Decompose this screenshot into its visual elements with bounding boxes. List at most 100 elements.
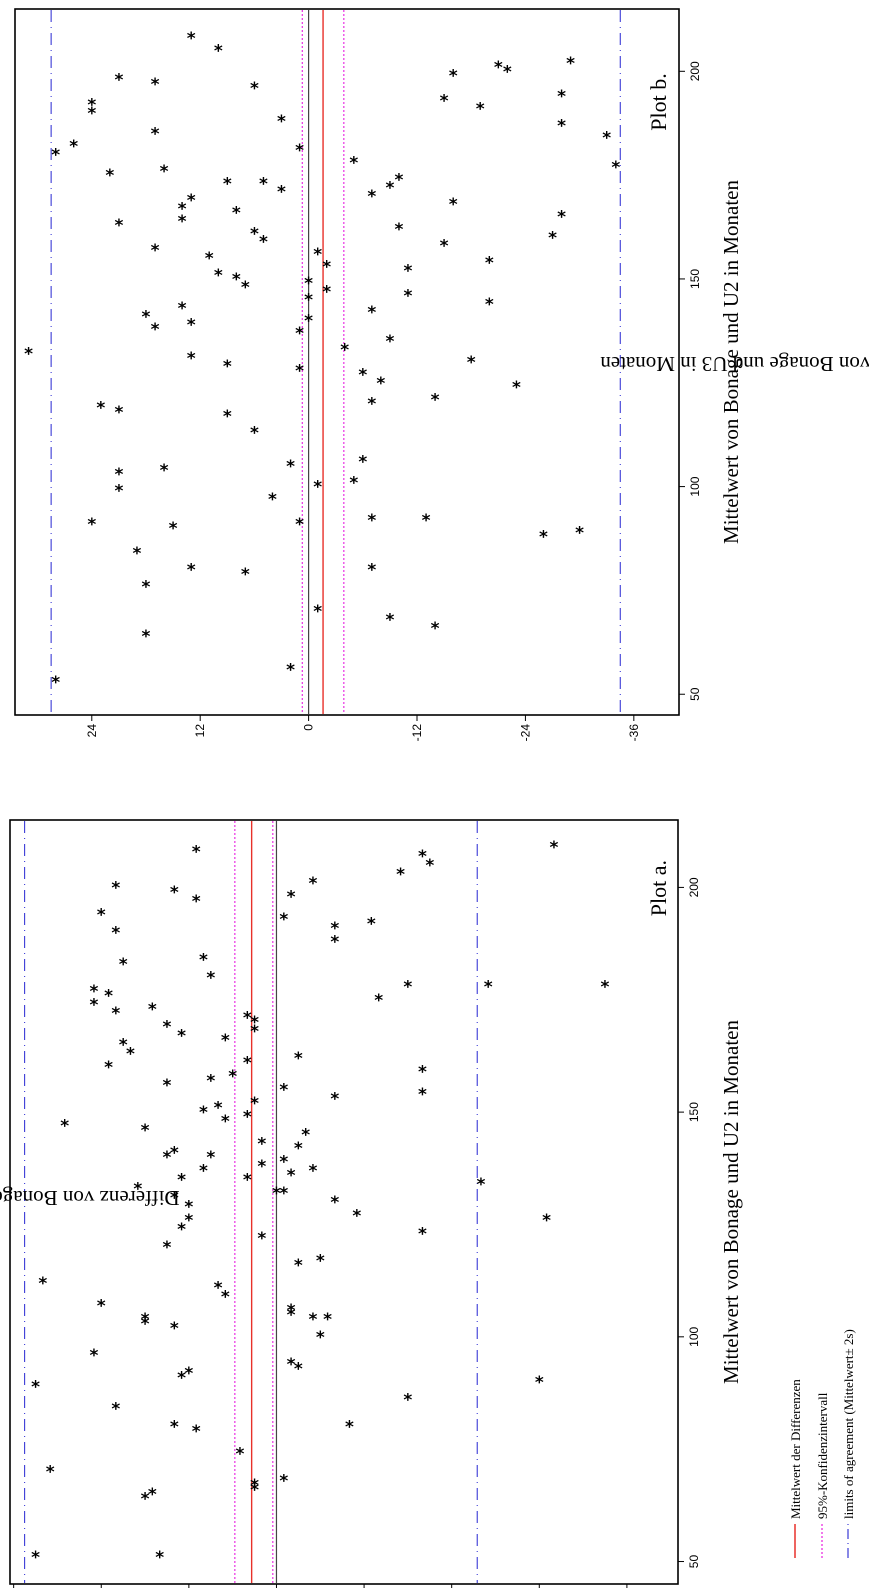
data-point: * [404,262,413,282]
plot-a-reference-lines [24,821,478,1583]
data-point: * [418,1224,427,1244]
data-point: * [141,1314,150,1334]
data-point: * [111,878,120,898]
plot-a-label: Plot a. [646,860,671,916]
data-point: * [187,191,196,211]
data-point: * [418,847,427,867]
y-tick-label: 0 [302,724,316,731]
data-point: * [349,154,358,174]
data-point: * [214,266,223,286]
data-point: * [485,253,494,273]
data-point: * [345,1418,354,1438]
data-point: * [187,349,196,369]
data-point: * [250,224,259,244]
data-point: * [111,923,120,943]
data-point: * [206,1072,215,1092]
data-point: * [279,1472,288,1492]
data-point: * [199,1162,208,1182]
data-point: * [485,295,494,315]
data-point: * [395,220,404,240]
data-point: * [431,619,440,639]
data-point: * [367,395,376,415]
data-point: * [503,62,512,82]
data-point: * [133,544,142,564]
data-point: * [279,910,288,930]
data-point: * [418,1085,427,1105]
data-point: * [31,1377,40,1397]
data-point: * [277,112,286,132]
plot-a-data-points: * * * * * * * * * * * * * * * * * * * * * * * * * * * * * * * * * * * * * * * *… [31,838,609,1568]
data-point: * [358,365,367,385]
data-point: * [259,233,268,253]
data-point: * [69,137,78,157]
data-point: * [221,1031,230,1051]
data-point: * [104,986,113,1006]
data-point: * [279,1081,288,1101]
data-point: * [385,610,394,630]
data-point: * [294,1256,303,1276]
data-point: * [323,1310,332,1330]
data-point: * [223,407,232,427]
data-point: * [294,1049,303,1069]
data-point: * [403,977,412,997]
data-point: * [90,1346,99,1366]
data-point: * [440,91,449,111]
data-point: * [206,1148,215,1168]
data-point: * [287,1305,296,1325]
data-point: * [142,577,151,597]
data-point: * [395,170,404,190]
data-point: * [304,291,313,311]
data-point: * [199,950,208,970]
legend-ci-label: 95%-Konfidenzintervall [815,1392,830,1519]
data-point: * [163,1018,172,1038]
data-point: * [187,29,196,49]
data-point: * [404,287,413,307]
data-point: * [177,1220,186,1240]
data-point: * [257,1157,266,1177]
data-point: * [575,523,584,543]
data-point: * [418,1063,427,1083]
data-point: * [250,424,259,444]
data-point: * [31,1548,40,1568]
data-point: * [232,270,241,290]
plot-b-label: Plot b. [646,73,671,130]
data-point: * [178,212,187,232]
data-point: * [367,561,376,581]
data-point: * [187,561,196,581]
data-point: * [279,1184,288,1204]
x-tick-label: 50 [687,1555,701,1569]
data-point: * [170,1418,179,1438]
data-point: * [214,1099,223,1119]
data-point: * [250,1481,259,1501]
y-tick-label: -24 [518,724,532,742]
data-point: * [512,378,521,398]
data-point: * [151,320,160,340]
data-point: * [141,1490,150,1510]
plot-a-frame [9,819,679,1585]
data-point: * [232,203,241,223]
data-point: * [309,1162,318,1182]
data-point: * [250,1022,259,1042]
data-point: * [425,856,434,876]
data-point: * [187,316,196,336]
data-point: * [223,357,232,377]
data-point: * [358,453,367,473]
plot-b-data-points: *** ****** *** *** * * *** * ** * * ***** * ****** ***… [24,29,620,693]
data-point: * [484,977,493,997]
data-point: * [557,116,566,136]
data-point: * [178,299,187,319]
data-point: * [250,1094,259,1114]
data-point: * [90,995,99,1015]
data-point: * [287,1301,296,1321]
data-point: * [184,1364,193,1384]
data-point: * [221,1287,230,1307]
data-point: * [119,955,128,975]
data-point: * [243,1009,252,1029]
data-point: * [467,353,476,373]
data-point: * [97,1296,106,1316]
data-point: * [114,403,123,423]
data-point: * [286,660,295,680]
data-point: * [160,162,169,182]
data-point: * [557,208,566,228]
